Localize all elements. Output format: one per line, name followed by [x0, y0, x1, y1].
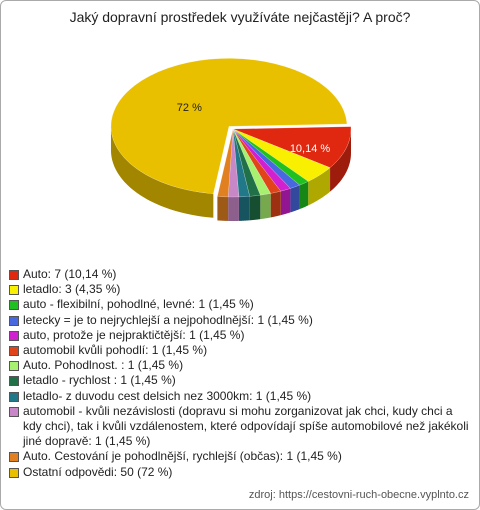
slice-side — [330, 129, 351, 192]
legend-label: letadlo: 3 (4,35 %) — [23, 282, 121, 297]
slice — [232, 128, 261, 197]
legend-label: Auto. Pohodlnost. : 1 (1,45 %) — [23, 358, 184, 373]
legend-item: auto, protože je nejpraktičtější: 1 (1,4… — [9, 328, 471, 343]
legend-swatch — [9, 361, 19, 372]
slice-side — [308, 167, 331, 206]
legend-swatch — [9, 346, 19, 357]
slice-side — [217, 196, 229, 221]
legend-item: Auto: 7 (10,14 %) — [9, 267, 471, 282]
slice — [232, 128, 301, 189]
legend-swatch — [9, 330, 19, 341]
slice-side — [280, 188, 291, 216]
slice — [227, 128, 240, 198]
slice-side — [249, 195, 261, 221]
legend-swatch — [9, 376, 19, 387]
legend: Auto: 7 (10,14 %) letadlo: 3 (4,35 %) auto… — [9, 267, 471, 480]
legend-swatch — [9, 300, 19, 311]
legend-label: automobil kvůli pohodlí: 1 (1,45 %) — [23, 343, 208, 358]
slice-side — [270, 191, 281, 218]
slice — [232, 128, 272, 196]
legend-swatch — [9, 270, 19, 280]
legend-label: letadlo- z duvodu cest delsich nez 3000k… — [23, 388, 312, 403]
legend-swatch — [9, 452, 19, 463]
slice — [110, 58, 348, 195]
slice-side — [110, 126, 214, 218]
legend-item: automobil - kvůli nezávislosti (dopravu … — [9, 404, 471, 450]
legend-label: letecky = je to nejrychlejší a nejpohodl… — [23, 312, 313, 327]
chart-title: Jaký dopravní prostředek využíváte nejča… — [69, 9, 411, 25]
legend-item: letadlo - rychlost : 1 (1,45 %) — [9, 373, 471, 388]
slice — [232, 128, 291, 192]
legend-label: auto - flexibilní, pohodlné, levné: 1 (1… — [23, 297, 254, 312]
slice-side — [260, 193, 271, 220]
legend-item: Auto. Pohodlnost. : 1 (1,45 %) — [9, 358, 471, 373]
legend-item: automobil kvůli pohodlí: 1 (1,45 %) — [9, 343, 471, 358]
slice — [232, 128, 282, 194]
legend-item: auto - flexibilní, pohodlné, levné: 1 (1… — [9, 297, 471, 312]
legend-label: automobil - kvůli nezávislosti (dopravu … — [23, 403, 469, 449]
legend-swatch — [9, 391, 19, 402]
legend-swatch — [9, 406, 19, 417]
legend-item: letadlo: 3 (4,35 %) — [9, 282, 471, 297]
pie: 10,14 % 72 % — [110, 58, 352, 221]
slice — [232, 128, 309, 186]
legend-label: auto, protože je nejpraktičtější: 1 (1,4… — [23, 327, 245, 342]
legend-label: Auto: 7 (10,14 %) — [23, 267, 117, 281]
value-label: 10,14 % — [290, 143, 331, 155]
legend-item: letecky = je to nejrychlejší a nejpohodl… — [9, 313, 471, 328]
value-label: 72 % — [177, 102, 202, 114]
slice-side — [228, 196, 239, 221]
slice — [232, 128, 331, 182]
slice — [217, 128, 234, 198]
legend-swatch — [9, 315, 19, 326]
legend-item: letadlo- z duvodu cest delsich nez 3000k… — [9, 389, 471, 404]
slice-side — [290, 185, 300, 213]
legend-swatch — [9, 467, 19, 478]
slice-side — [238, 196, 250, 221]
slice — [232, 126, 352, 168]
legend-label: letadlo - rychlost : 1 (1,45 %) — [23, 373, 176, 388]
legend-item: Auto. Cestování je pohodlnější, rychlejš… — [9, 449, 471, 464]
source: zdroj: https://cestovni-ruch-obecne.vypl… — [248, 489, 469, 501]
legend-item: Ostatní odpovědi: 50 (72 %) — [9, 465, 471, 480]
slice-side — [299, 181, 309, 210]
legend-swatch — [9, 285, 19, 296]
legend-label: Auto. Cestování je pohodlnější, rychlejš… — [23, 449, 342, 464]
slice — [232, 128, 251, 198]
legend-label: Ostatní odpovědi: 50 (72 %) — [23, 464, 173, 479]
